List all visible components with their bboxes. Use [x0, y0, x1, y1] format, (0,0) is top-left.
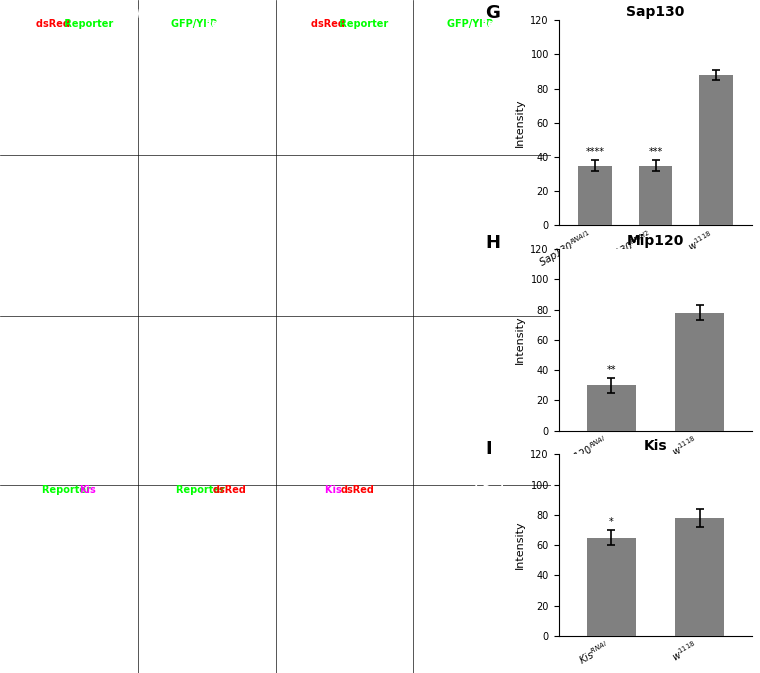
Text: dsRed: dsRed [213, 485, 247, 495]
Text: B’: B’ [416, 37, 429, 47]
Text: Kis: Kis [80, 485, 97, 495]
Title: Mip120: Mip120 [627, 234, 684, 248]
Text: Reporter: Reporter [204, 19, 253, 29]
Text: ****: **** [585, 147, 604, 157]
Text: D: D [278, 190, 287, 200]
Text: F’: F’ [416, 343, 428, 353]
Text: Reporter: Reporter [43, 485, 95, 495]
Bar [699, 75, 733, 225]
Text: J’’: J’’ [278, 518, 291, 528]
Text: Reporter: Reporter [480, 19, 529, 29]
Text: dsRed: dsRed [341, 485, 375, 495]
Text: **: ** [606, 365, 616, 375]
Text: $\it{RNAi}$: $\it{RNAi}$ [122, 7, 154, 21]
Text: J’: J’ [141, 518, 149, 528]
Text: *: * [609, 517, 614, 527]
Bar [676, 312, 724, 431]
Text: F: F [278, 343, 286, 353]
Text: dsRed: dsRed [36, 19, 73, 29]
Text: Sap130: Sap130 [3, 238, 40, 247]
Text: J’’’: J’’’ [416, 518, 432, 528]
Text: H: H [485, 234, 500, 252]
Y-axis label: Intensity: Intensity [515, 98, 525, 147]
Title: Kis: Kis [644, 439, 667, 453]
Text: I: I [485, 439, 492, 458]
Y-axis label: Intensity: Intensity [515, 521, 525, 569]
Text: D’: D’ [416, 190, 429, 200]
Bar [587, 385, 635, 431]
Bar [639, 166, 672, 225]
Text: G: G [485, 4, 500, 22]
Y-axis label: Intensity: Intensity [515, 316, 525, 364]
Text: Mip120: Mip120 [3, 391, 39, 400]
Bar [676, 518, 724, 636]
Text: Reporter: Reporter [176, 485, 228, 495]
Text: dsRed: dsRed [312, 19, 349, 29]
Text: A’: A’ [141, 37, 152, 47]
Text: Reporter: Reporter [336, 19, 388, 29]
Text: J: J [5, 518, 10, 528]
Text: Kis: Kis [3, 544, 17, 553]
Bar [587, 538, 635, 636]
Text: dsRed: dsRed [471, 485, 505, 495]
Text: C: C [5, 190, 14, 200]
Text: GFP/YFP: GFP/YFP [171, 19, 220, 29]
Text: ***: *** [648, 147, 663, 157]
Title: Sap130: Sap130 [626, 5, 685, 19]
Text: C’: C’ [141, 190, 154, 200]
Bar [578, 166, 612, 225]
Text: E: E [5, 343, 13, 353]
Text: GFP/YFP: GFP/YFP [447, 19, 496, 29]
Text: B: B [278, 37, 287, 47]
Text: E’: E’ [141, 343, 152, 353]
Text: Kis: Kis [325, 485, 345, 495]
Text: $w^{1118}$: $w^{1118}$ [396, 7, 430, 24]
Text: Kis: Kis [3, 631, 17, 641]
Text: A: A [5, 37, 14, 47]
Text: Reporter: Reporter [61, 19, 112, 29]
